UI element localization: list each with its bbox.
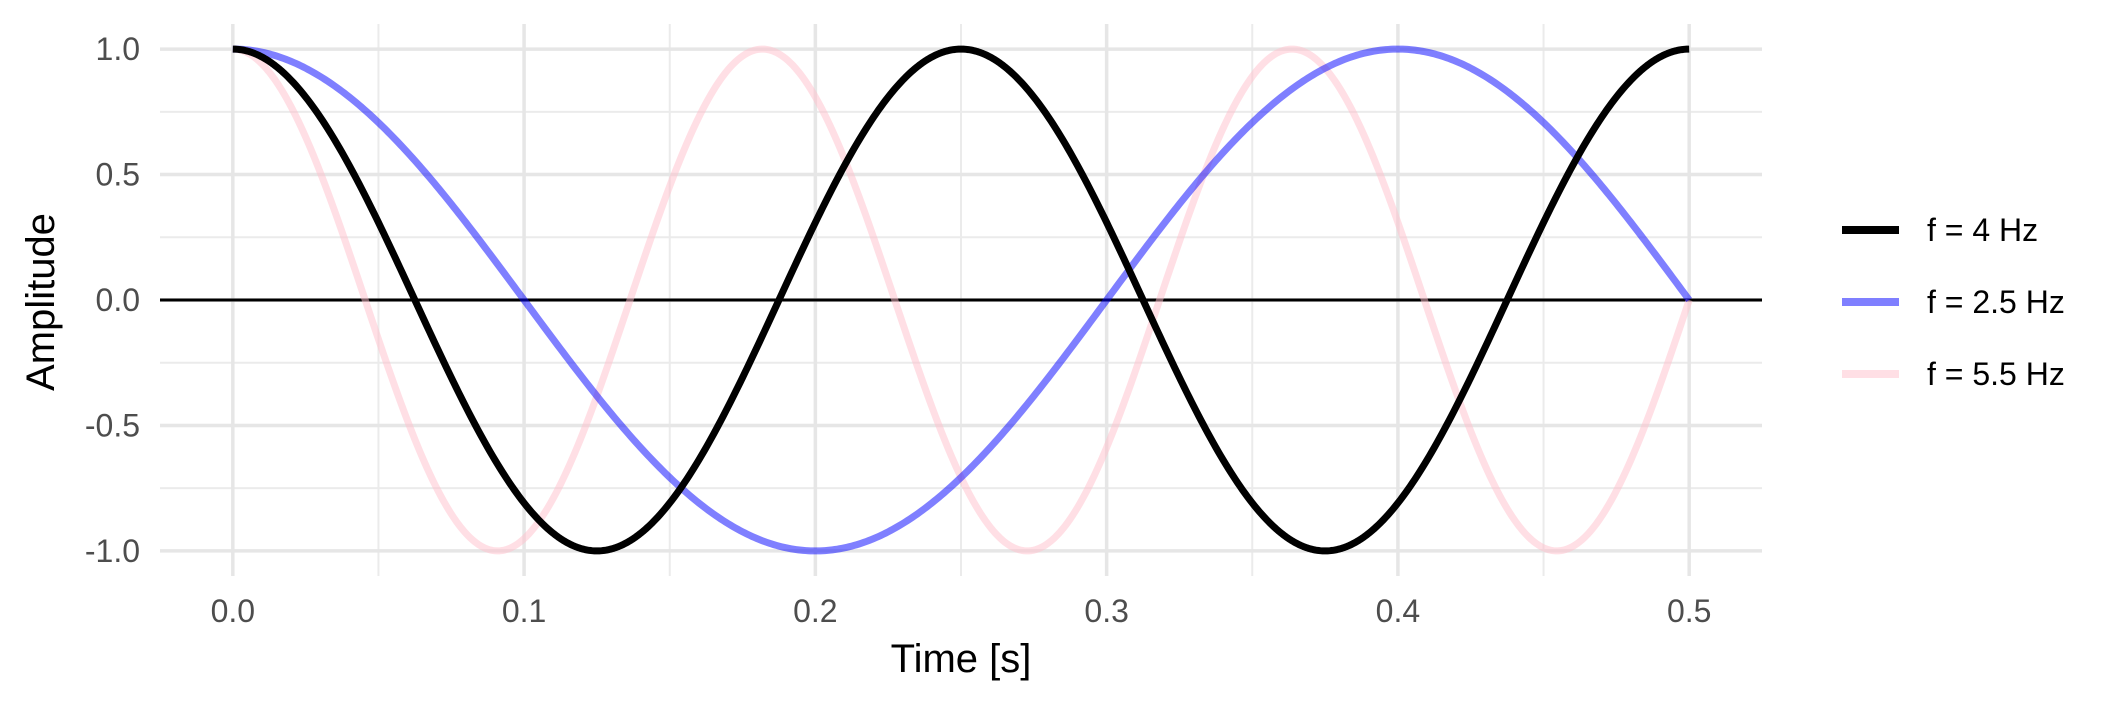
x-tick-label: 0.4 <box>1376 593 1420 629</box>
legend-label-2: f = 5.5 Hz <box>1927 356 2065 392</box>
y-tick-labels: -1.0 -0.5 0.0 0.5 1.0 <box>85 31 140 569</box>
y-tick-label: 0.5 <box>96 157 140 193</box>
legend-label-1: f = 2.5 Hz <box>1927 284 2065 320</box>
x-tick-label: 0.5 <box>1667 593 1711 629</box>
x-tick-labels: 0.0 0.1 0.2 0.3 0.4 0.5 <box>211 593 1712 629</box>
legend: f = 4 Hz f = 2.5 Hz f = 5.5 Hz <box>1842 212 2065 392</box>
series-layer <box>231 45 1693 555</box>
x-tick-label: 0.3 <box>1084 593 1128 629</box>
series-line-0 <box>231 45 1691 555</box>
y-tick-label: -0.5 <box>85 407 140 443</box>
x-tick-label: 0.0 <box>211 593 255 629</box>
y-tick-label: 0.0 <box>96 282 140 318</box>
y-tick-label: 1.0 <box>96 31 140 67</box>
legend-label-0: f = 4 Hz <box>1927 212 2038 248</box>
x-axis-title: Time [s] <box>891 637 1032 681</box>
y-axis-title: Amplitude <box>19 213 63 391</box>
series-line-1 <box>231 45 1692 555</box>
y-tick-label: -1.0 <box>85 533 140 569</box>
x-tick-label: 0.2 <box>793 593 837 629</box>
x-tick-label: 0.1 <box>502 593 546 629</box>
